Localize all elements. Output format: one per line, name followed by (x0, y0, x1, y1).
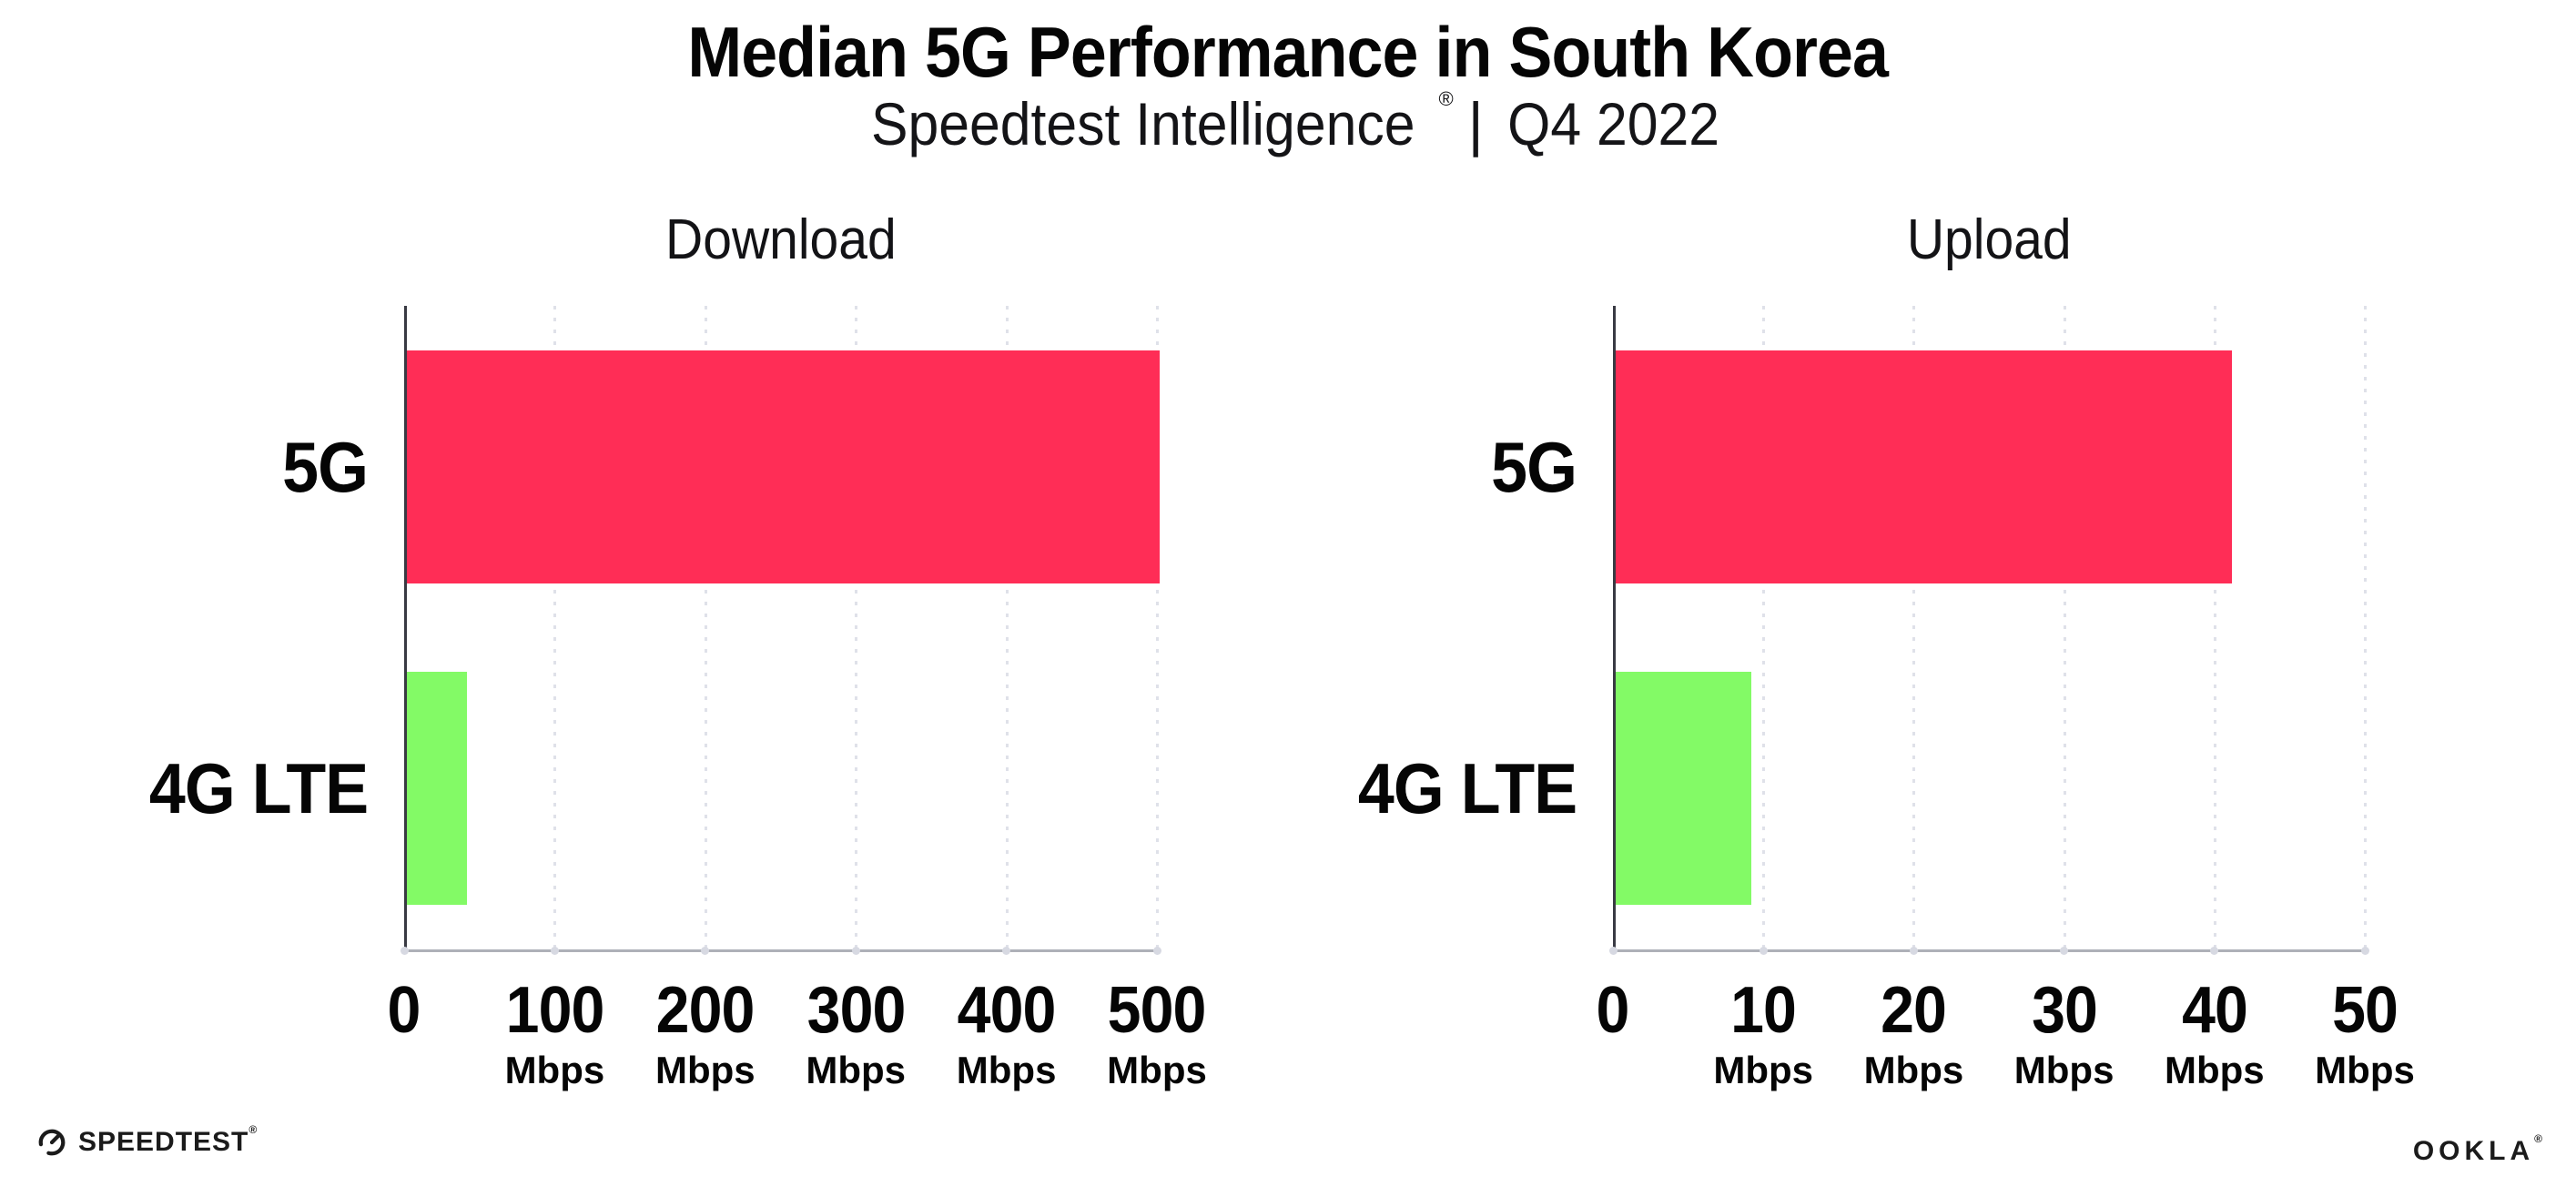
x-tick-value: 100 (505, 974, 604, 1047)
x-axis-tick-dot-50 (2360, 947, 2369, 955)
category-label-4g-lte: 4G LTE (1194, 752, 1577, 825)
x-tick-40: 40 Mbps (2115, 978, 2315, 1092)
x-tick-500: 500 Mbps (1057, 978, 1257, 1092)
x-tick-unit: Mbps (806, 1049, 907, 1091)
page-title-text: Median 5G Performance in South Korea (687, 12, 1890, 92)
x-axis-tick-dot-30 (2060, 947, 2069, 955)
x-axis-line (403, 949, 1158, 952)
x-tick-value: 20 (1881, 974, 1947, 1047)
x-tick-10: 10 Mbps (1663, 978, 1863, 1092)
x-axis-tick-dot-300 (851, 947, 860, 955)
x-tick-value: 400 (957, 974, 1057, 1047)
bar-4g-lte-download (407, 672, 468, 906)
speedtest-registered-mark: ® (248, 1123, 259, 1136)
x-tick-50: 50 Mbps (2265, 978, 2465, 1092)
bar-4g-lte-upload (1616, 672, 1751, 906)
category-label-text: 4G LTE (148, 748, 369, 829)
x-tick-400: 400 Mbps (907, 978, 1107, 1092)
x-tick-value: 200 (655, 974, 756, 1047)
x-tick-unit: Mbps (956, 1049, 1057, 1091)
page-title: Median 5G Performance in South Korea (0, 11, 2576, 94)
x-tick-unit: Mbps (1863, 1049, 1964, 1091)
x-axis-tick-dot-10 (1759, 947, 1768, 955)
x-tick-0: 0 (304, 978, 504, 1043)
speedtest-gauge-icon (38, 1129, 66, 1156)
x-tick-value: 500 (1108, 974, 1207, 1047)
category-label-5g: 5G (0, 426, 369, 507)
x-axis-tick-dot-40 (2210, 947, 2219, 955)
x-axis-tick-dot-100 (550, 947, 559, 955)
y-axis-spine (404, 306, 407, 949)
category-label-4g-lte: 4G LTE (0, 748, 369, 829)
x-tick-unit: Mbps (2164, 1049, 2265, 1091)
x-tick-value: 0 (1597, 974, 1630, 1047)
ookla-wordmark: OOKLA (2412, 1136, 2535, 1166)
x-axis-tick-dot-400 (1002, 947, 1011, 955)
category-label-text: 5G (1491, 426, 1577, 507)
x-tick-unit: Mbps (2013, 1049, 2115, 1091)
chart-title-upload: Upload (1613, 208, 2365, 272)
bar-5g-upload (1616, 350, 2233, 583)
x-tick-unit: Mbps (654, 1049, 756, 1091)
x-tick-20: 20 Mbps (1813, 978, 2013, 1092)
x-tick-value: 0 (388, 974, 421, 1047)
gridline-50 (2364, 306, 2367, 949)
x-axis-tick-dot-0 (400, 947, 409, 955)
plot-area-download (404, 306, 1160, 949)
ookla-logo: OOKLA® (2412, 1132, 2547, 1167)
category-label-5g: 5G (1194, 431, 1577, 503)
speedtest-logo: SPEEDTEST® (36, 1123, 259, 1158)
x-axis-line (1612, 949, 2366, 952)
gridline-300 (855, 306, 858, 949)
registered-trademark-mark: ® (1438, 87, 1454, 110)
x-axis-tick-dot-20 (1909, 947, 1918, 955)
x-tick-30: 30 Mbps (1964, 978, 2165, 1092)
x-tick-unit: Mbps (504, 1049, 605, 1091)
x-tick-unit: Mbps (2315, 1049, 2415, 1091)
x-tick-value: 30 (2031, 974, 2098, 1047)
gridline-30 (2063, 306, 2066, 949)
gridline-100 (553, 306, 557, 949)
x-axis-tick-dot-500 (1152, 947, 1161, 955)
page-subtitle: Speedtest Intelligence ® | Q4 2022 (0, 87, 2576, 158)
gridline-500 (1156, 306, 1159, 949)
x-tick-value: 40 (2181, 974, 2248, 1047)
x-tick-unit: Mbps (1107, 1049, 1207, 1091)
ookla-registered-mark: ® (2534, 1132, 2547, 1145)
x-tick-value: 50 (2332, 974, 2399, 1047)
y-axis-spine (1613, 306, 1616, 949)
speedtest-wordmark: SPEEDTEST® (78, 1123, 259, 1157)
x-tick-300: 300 Mbps (756, 978, 956, 1092)
x-tick-value: 10 (1730, 974, 1797, 1047)
x-axis-tick-dot-200 (701, 947, 710, 955)
gridline-40 (2213, 306, 2216, 949)
x-tick-unit: Mbps (1713, 1049, 1814, 1091)
category-label-text: 5G (282, 426, 369, 507)
subtitle-divider: | (1467, 90, 1484, 157)
chart-title-text: Upload (1906, 208, 2072, 271)
x-tick-value: 300 (806, 974, 906, 1047)
x-axis-tick-dot-0 (1608, 947, 1618, 955)
gridline-10 (1762, 306, 1766, 949)
gridline-20 (1912, 306, 1916, 949)
subtitle-period: Q4 2022 (1506, 90, 1719, 157)
gridline-200 (704, 306, 707, 949)
bar-5g-download (407, 350, 1160, 583)
x-tick-0: 0 (1513, 978, 1713, 1043)
plot-area-upload (1613, 306, 2367, 949)
category-label-text: 4G LTE (1357, 748, 1577, 829)
chart-title-text: Download (664, 208, 897, 271)
gridline-400 (1005, 306, 1009, 949)
chart-title-download: Download (404, 208, 1157, 272)
x-tick-100: 100 Mbps (454, 978, 654, 1092)
subtitle-brand: Speedtest Intelligence (870, 90, 1415, 157)
x-tick-200: 200 Mbps (605, 978, 806, 1092)
